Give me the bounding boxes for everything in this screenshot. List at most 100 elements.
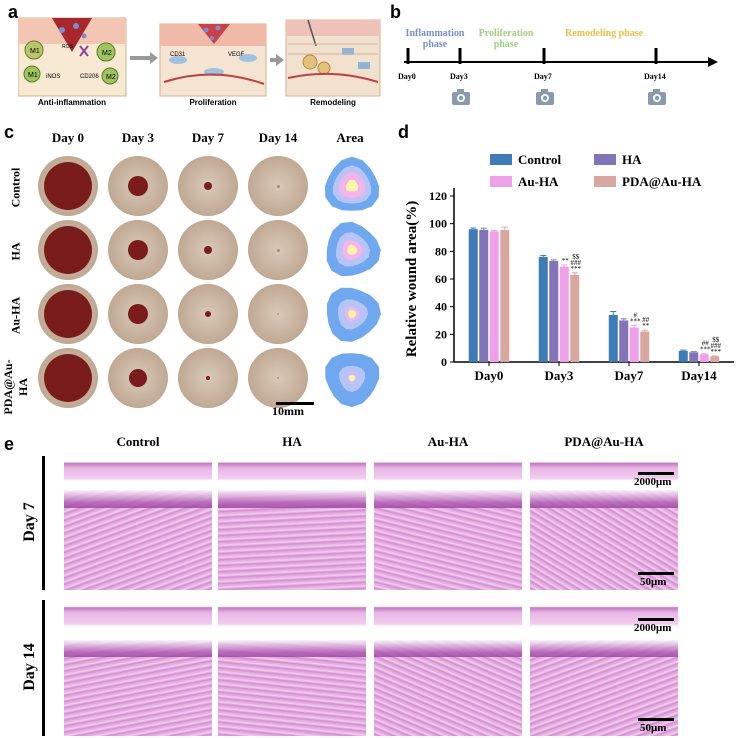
- significance-mark: ***: [630, 317, 641, 325]
- significance-mark: ###: [571, 259, 582, 267]
- panel-a-letter: a: [8, 2, 19, 22]
- proliferation-phase-label: Proliferation phase: [478, 28, 534, 50]
- bar: [710, 356, 720, 362]
- wound-area-trace: [325, 353, 380, 408]
- histology-detail-image: [218, 640, 366, 736]
- m2-label-2: M2: [106, 74, 116, 81]
- bar: [468, 229, 478, 362]
- scale-label-detail: 50μm: [640, 576, 667, 588]
- histology-column-header: Au-HA: [427, 434, 469, 449]
- y-tick-label: 0: [441, 355, 447, 369]
- column-header: Day 3: [121, 130, 155, 145]
- histology-column-header: HA: [282, 434, 302, 449]
- y-axis-label: Relative wound area(%): [404, 201, 420, 357]
- wound-photo: [178, 156, 238, 216]
- significance-mark: ##: [702, 340, 710, 348]
- m1-label-2: M1: [28, 72, 38, 79]
- histology-detail-image: [374, 640, 522, 736]
- wound-photo: [38, 156, 98, 216]
- wound-photo: [38, 284, 98, 344]
- histology-overview-image: [64, 600, 212, 632]
- histology-column-header: Control: [116, 434, 160, 449]
- column-header: Day 14: [258, 130, 298, 145]
- wound-healing-schematic: M1 M2 M1 M2 ROS iNOS CD206 CD31 VEGF: [18, 17, 381, 97]
- histology-overview-image: [218, 600, 366, 632]
- y-tick-label: 80: [435, 244, 447, 258]
- wound-photo: [108, 348, 168, 408]
- panel-d-letter: d: [398, 122, 409, 142]
- significance-mark: $$: [712, 336, 720, 344]
- significance-mark: ***: [571, 265, 582, 273]
- wound-photo: [248, 284, 308, 344]
- scale-bar-overview: [638, 618, 674, 621]
- wound-photo: [108, 156, 168, 216]
- y-tick-label: 20: [435, 327, 447, 341]
- scale-label-10mm: 10mm: [272, 404, 304, 418]
- histology-row-label: Day 7: [21, 502, 38, 542]
- histology-detail-image: [530, 490, 678, 590]
- histology-overview-image: [218, 456, 366, 486]
- significance-mark: **: [642, 322, 650, 330]
- row-divider: [42, 456, 45, 590]
- legend-label: Control: [518, 152, 561, 167]
- panel-e-letter: e: [4, 434, 15, 454]
- row-label: HA: [8, 242, 23, 261]
- histology-overview-image: [64, 456, 212, 486]
- bar: [570, 274, 580, 362]
- histology-detail-image: [64, 490, 212, 590]
- legend-swatch: [594, 176, 616, 187]
- x-tick-label: Day0: [475, 368, 504, 383]
- panel-b-letter: b: [390, 2, 401, 22]
- y-tick-label: 120: [429, 189, 447, 203]
- ros-label: ROS: [62, 44, 74, 50]
- camera-icon: [536, 89, 554, 105]
- cd31-label: CD31: [170, 52, 186, 58]
- wound-photo: [248, 220, 308, 280]
- legend-swatch: [594, 154, 616, 165]
- panel-c-letter: c: [4, 122, 15, 142]
- timeline-day0: Day0: [398, 72, 416, 81]
- bar: [549, 261, 559, 362]
- histology-detail-image: [218, 490, 366, 590]
- wound-area-trace: [326, 221, 381, 277]
- column-header: Day 0: [51, 130, 85, 145]
- legend-label: HA: [622, 152, 642, 167]
- wound-photo: [38, 348, 98, 408]
- scale-bar-detail: [638, 572, 674, 575]
- inos-label: iNOS: [46, 74, 60, 80]
- bar: [629, 327, 639, 362]
- legend-label: Au-HA: [518, 174, 559, 189]
- proliferation-illustration: CD31 VEGF: [159, 23, 267, 97]
- histology-detail-image: [374, 490, 522, 590]
- column-header: Day 7: [191, 130, 225, 145]
- significance-mark: #: [634, 311, 638, 319]
- camera-icon: [452, 89, 470, 105]
- bar: [479, 229, 489, 362]
- anti-inflammation-illustration: M1 M2 M1 M2 ROS iNOS CD206: [18, 17, 127, 97]
- wound-photo: [178, 220, 238, 280]
- histology-column-header: PDA@Au-HA: [564, 434, 644, 449]
- significance-mark: **: [562, 257, 570, 265]
- bar: [608, 314, 618, 362]
- wound-photo: [248, 348, 308, 408]
- vegf-label: VEGF: [228, 52, 245, 58]
- x-tick-label: Day7: [615, 368, 644, 383]
- significance-mark: ***: [711, 348, 722, 356]
- histology-detail-image: [530, 640, 678, 736]
- legend-swatch: [490, 154, 512, 165]
- timeline-day7: Day7: [534, 72, 552, 81]
- wound-photo: [178, 284, 238, 344]
- row-label: Au-HA: [8, 296, 23, 335]
- timeline: [404, 48, 718, 105]
- wound-area-chart: Control HA Au-HA PDA@Au-HA 0 20 40 60 80 100 120 Re…: [404, 152, 734, 383]
- scale-bar-detail: [638, 718, 674, 721]
- bar: [538, 256, 548, 362]
- legend-label: PDA@Au-HA: [622, 174, 702, 189]
- bar: [500, 229, 510, 362]
- wound-photo: [108, 284, 168, 344]
- scale-label-overview: 2000μm: [634, 622, 672, 634]
- bar: [678, 350, 688, 362]
- legend-swatch: [490, 176, 512, 187]
- wound-photo: [38, 220, 98, 280]
- m2-label: M2: [102, 50, 112, 57]
